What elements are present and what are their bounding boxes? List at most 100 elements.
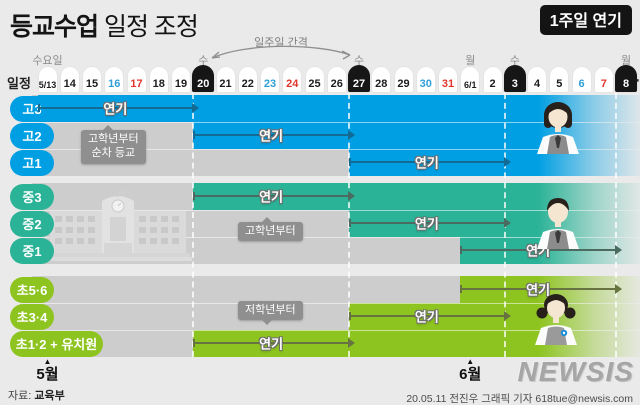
up-triangle-icon: ▲ [466,357,475,366]
date-pill: 31 [439,67,457,92]
row-label-pill: 초3·4 [10,303,54,330]
postpone-arrow-label: 연기 [103,101,128,117]
postpone-badge: 1주일 연기 [539,5,632,35]
date-pill: 6 [572,67,591,92]
note-lower-grades-first: 저학년부터 [238,301,303,326]
date-pill: 27 [348,65,370,92]
row-separator [32,210,640,211]
postpone-arrow-label: 연기 [414,216,439,232]
weekday-label: 수 [353,55,365,67]
up-triangle-icon: ▲ [43,357,52,366]
row-separator [32,237,640,238]
tooltip-pointer-icon [262,320,272,326]
source-note: 자료: 교육부 [8,387,65,403]
date-pill: 3 [503,65,526,92]
date-pill: 5 [550,67,569,92]
date-pill: 18 [149,67,168,92]
date-pill: 6/1 [461,67,480,92]
weekday-label: 월 [620,55,632,67]
postpone-arrow: 연기 [349,156,511,171]
postpone-arrow: 연기 [193,337,355,352]
key-date-line [192,93,195,357]
arrow-start-cap [37,104,40,112]
date-pill: 26 [327,67,346,92]
arrow-head-icon [615,284,622,294]
month-marker: ▲ 5월 [36,357,58,384]
page-title-rest: 일정 조정 [98,13,199,41]
arrow-head-icon [503,311,511,321]
arrow-start-cap [349,219,351,227]
date-pill: 25 [305,67,324,92]
arrow-head-icon [615,245,622,255]
postpone-arrow-label: 연기 [259,336,284,352]
date-pill: 8 [615,65,637,92]
key-date-line [615,93,617,357]
row-separator [32,330,640,331]
postpone-arrow-label: 연기 [259,128,284,144]
arrow-start-cap [460,246,463,254]
row-label-pill: 중1 [10,237,54,264]
note-line: 고학년부터 [245,225,296,237]
arrow-head-icon [348,130,355,140]
row-separator [32,303,640,304]
elementary-student-icon [529,287,583,350]
postpone-arrow: 연기 [193,129,355,144]
arrow-head-icon [348,191,355,201]
date-pill: 2 [483,67,502,92]
row-separator [32,149,640,150]
postpone-arrow-label: 연기 [414,155,439,171]
date-pill: 19 [172,67,190,92]
newsis-logo: NEWSIS [517,356,634,387]
weekday-label: 수 [198,55,209,67]
date-pill: 15 [83,67,101,92]
postpone-arrow: 연기 [349,310,511,325]
arrow-start-cap [349,312,351,320]
arrow-start-cap [460,285,463,293]
note-line: 저학년부터 [245,304,296,316]
row-label-pill: 중3 [10,183,54,210]
row-label-pill: 초5·6 [10,276,54,303]
arrow-start-cap [193,339,196,347]
date-pill: 20 [192,65,215,92]
date-pill: 14 [60,67,79,92]
date-pill: 16 [105,67,124,92]
postpone-arrow-label: 연기 [259,189,284,205]
note-line: 고학년부터 [88,133,139,145]
week-interval-bracket-icon [206,42,356,65]
page-title: 등교수업 일정 조정 [10,7,199,43]
note-sequential-attendance: 고학년부터 순차 등교 [81,125,146,164]
date-pill: 22 [238,67,257,92]
axis-label: 일정 [7,76,31,91]
arrow-head-icon [348,338,355,348]
middleschool-student-icon [531,191,585,254]
arrow-head-icon [503,157,511,167]
date-pill: 28 [372,67,391,92]
note-upper-grades-first: 고학년부터 [238,217,303,242]
arrow-start-cap [349,158,351,166]
arrow-start-cap [193,131,196,139]
row-label-pill: 초1·2 + 유치원 [10,330,103,357]
date-pill: 23 [261,67,279,92]
month-label: 6월 [459,366,482,383]
date-pill: 7 [594,67,613,92]
date-pill: 30 [416,67,435,92]
postpone-arrow: 연기 [349,217,511,232]
source-prefix: 자료: [8,390,32,402]
date-pill: 5/13 [38,67,57,92]
tooltip-pointer-icon [103,125,113,130]
row-separator [32,122,640,123]
postpone-arrow-label: 연기 [414,309,439,325]
row-label-pill: 중2 [10,210,54,237]
date-pill: 21 [216,67,235,92]
arrow-start-cap [193,192,196,200]
postpone-arrow: 연기 [37,102,200,117]
postpone-arrow-label: 연기 [526,282,551,298]
postpone-arrow: 연기 [460,283,622,298]
note-line: 순차 등교 [91,147,136,160]
date-pill: 17 [127,67,146,92]
date-pill: 24 [283,67,302,92]
credit-line: 20.05.11 전진우 그래픽 기자 618tue@newsis.com [406,393,633,405]
date-pill: 29 [394,67,413,92]
arrow-head-icon [503,218,511,228]
